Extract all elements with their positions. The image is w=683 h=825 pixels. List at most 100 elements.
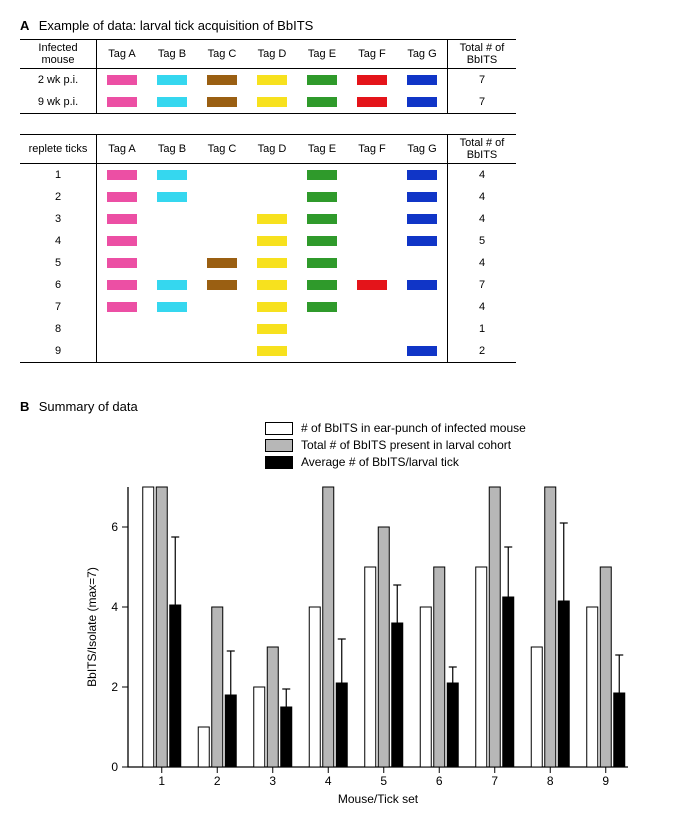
- total-cell: 4: [448, 208, 517, 230]
- col-header: Tag G: [397, 40, 448, 69]
- bar-black: [225, 695, 236, 767]
- tag-cell: [247, 318, 297, 340]
- col-header: Tag E: [297, 135, 347, 164]
- tag-chip: [357, 280, 387, 290]
- tag-cell: [97, 340, 148, 363]
- row-label: 1: [20, 164, 97, 187]
- bar-black: [170, 605, 181, 767]
- legend-item: Average # of BbITS/larval tick: [265, 454, 683, 471]
- bar-black: [447, 683, 458, 767]
- tag-cell: [147, 91, 197, 114]
- y-axis-label: BbITS/Isolate (max=7): [85, 567, 99, 687]
- tag-chip: [157, 97, 187, 107]
- legend-item: Total # of BbITS present in larval cohor…: [265, 437, 683, 454]
- row-label: 4: [20, 230, 97, 252]
- tag-chip: [307, 258, 337, 268]
- bar-white: [198, 727, 209, 767]
- panel-b-header: B Summary of data: [20, 399, 663, 414]
- bar-gray: [545, 487, 556, 767]
- tag-chip: [307, 214, 337, 224]
- tag-cell: [97, 208, 148, 230]
- bar-gray: [600, 567, 611, 767]
- tag-chip: [307, 97, 337, 107]
- y-tick-label: 2: [111, 680, 118, 694]
- x-tick-label: 9: [602, 774, 609, 788]
- tag-cell: [297, 69, 347, 92]
- tag-cell: [197, 69, 247, 92]
- bar-black: [614, 693, 625, 767]
- tag-chip: [407, 75, 437, 85]
- bar-white: [365, 567, 376, 767]
- col-header: replete ticks: [20, 135, 97, 164]
- tag-cell: [397, 318, 448, 340]
- panel-a: A Example of data: larval tick acquisiti…: [20, 18, 663, 363]
- tag-cell: [97, 230, 148, 252]
- bar-gray: [212, 607, 223, 767]
- legend-swatch: [265, 439, 293, 452]
- tag-chip: [207, 280, 237, 290]
- legend-swatch: [265, 422, 293, 435]
- tag-chip: [157, 75, 187, 85]
- col-header: Tag C: [197, 135, 247, 164]
- col-header: Tag D: [247, 40, 297, 69]
- tag-cell: [247, 69, 297, 92]
- x-tick-label: 7: [491, 774, 498, 788]
- tag-cell: [97, 318, 148, 340]
- col-header: Infected mouse: [20, 40, 97, 69]
- col-header: Tag B: [147, 135, 197, 164]
- bar-white: [531, 647, 542, 767]
- tag-chip: [207, 97, 237, 107]
- tag-cell: [347, 91, 397, 114]
- panel-b-title: Summary of data: [39, 399, 138, 414]
- tag-cell: [197, 296, 247, 318]
- tag-cell: [97, 296, 148, 318]
- tag-cell: [97, 69, 148, 92]
- bar-gray: [323, 487, 334, 767]
- panel-a-tables: Infected mouseTag ATag BTag CTag DTag ET…: [20, 39, 663, 363]
- panel-b: B Summary of data # of BbITS in ear-punc…: [20, 399, 663, 806]
- tag-chip: [407, 346, 437, 356]
- legend-item: # of BbITS in ear-punch of infected mous…: [265, 420, 683, 437]
- col-header: Tag F: [347, 40, 397, 69]
- tag-chip: [207, 258, 237, 268]
- row-label: 2: [20, 186, 97, 208]
- tag-cell: [147, 208, 197, 230]
- total-cell: 4: [448, 186, 517, 208]
- tag-cell: [147, 340, 197, 363]
- tag-cell: [197, 318, 247, 340]
- tag-cell: [147, 274, 197, 296]
- bar-black: [392, 623, 403, 767]
- tag-cell: [197, 164, 247, 187]
- tag-cell: [297, 91, 347, 114]
- tag-cell: [397, 252, 448, 274]
- row-label: 7: [20, 296, 97, 318]
- tag-chip: [407, 236, 437, 246]
- table-row: 9 wk p.i.7: [20, 91, 516, 114]
- x-tick-label: 2: [214, 774, 221, 788]
- x-tick-label: 6: [436, 774, 443, 788]
- col-header: Tag B: [147, 40, 197, 69]
- total-cell: 7: [448, 69, 517, 92]
- tag-chip: [407, 192, 437, 202]
- tag-cell: [297, 340, 347, 363]
- tag-chip: [107, 214, 137, 224]
- bar-chart: 0246BbITS/Isolate (max=7)123456789Mouse/…: [80, 477, 640, 807]
- tag-cell: [397, 208, 448, 230]
- tag-cell: [97, 91, 148, 114]
- total-cell: 1: [448, 318, 517, 340]
- row-label: 8: [20, 318, 97, 340]
- tag-chip: [307, 192, 337, 202]
- tag-chip: [307, 170, 337, 180]
- col-header: Tag C: [197, 40, 247, 69]
- legend-text: Total # of BbITS present in larval cohor…: [301, 437, 511, 454]
- tag-cell: [147, 318, 197, 340]
- panel-b-label: B: [20, 399, 29, 414]
- tag-cell: [247, 186, 297, 208]
- bar-gray: [434, 567, 445, 767]
- table-row: 92: [20, 340, 516, 363]
- tag-chip: [157, 170, 187, 180]
- bar-gray: [156, 487, 167, 767]
- row-label: 2 wk p.i.: [20, 69, 97, 92]
- bar-black: [558, 601, 569, 767]
- tag-cell: [247, 296, 297, 318]
